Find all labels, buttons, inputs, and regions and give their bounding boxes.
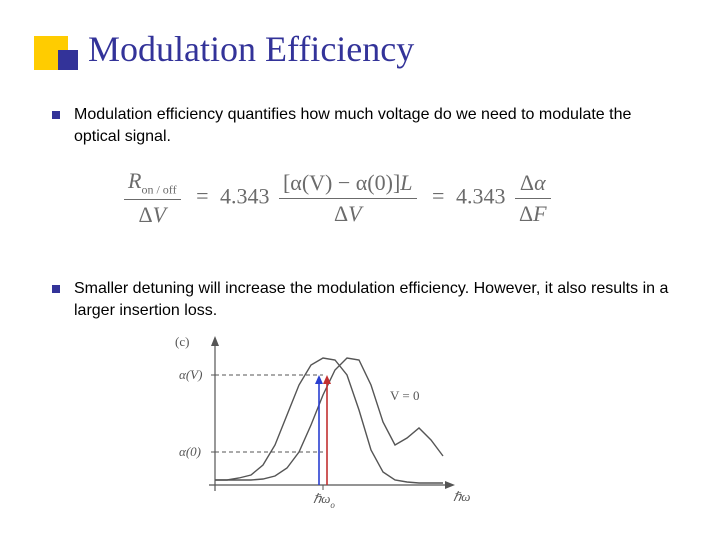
- eq-rhs-num-delta: Δ: [520, 170, 534, 195]
- bullet-marker: [52, 285, 60, 293]
- eq-sign-2: =: [432, 183, 444, 208]
- eq-lhs-num-sub: on / off: [141, 182, 176, 196]
- eq-mid-frac: [α(V) − α(0)]L ΔV: [279, 170, 417, 227]
- eq-rhs-frac: Δα ΔF: [515, 170, 551, 227]
- svg-text:α(0): α(0): [179, 444, 201, 459]
- eq-sign-1: =: [196, 183, 208, 208]
- svg-text:V = 0: V = 0: [390, 388, 420, 403]
- eq-lhs-frac: Ron / off ΔV: [124, 168, 181, 228]
- slide-title: Modulation Efficiency: [88, 28, 414, 70]
- title-accent: [34, 36, 78, 80]
- eq-lhs-den-delta: Δ: [138, 202, 152, 227]
- eq-const-2: 4.343: [456, 183, 506, 208]
- eq-mid-den-V: V: [348, 201, 361, 226]
- bullet-2: Smaller detuning will increase the modul…: [52, 278, 672, 321]
- svg-text:ℏω: ℏω: [453, 489, 470, 504]
- slide: Modulation Efficiency Modulation efficie…: [0, 0, 720, 540]
- absorption-graph: (c) α(V) α(0) ℏωo ℏω V = 0: [175, 330, 475, 520]
- eq-rhs-num-alpha: α: [534, 170, 546, 195]
- bullet-2-text: Smaller detuning will increase the modul…: [74, 278, 672, 321]
- graph-svg: (c) α(V) α(0) ℏωo ℏω V = 0: [175, 330, 475, 520]
- eq-mid-den-delta: Δ: [334, 201, 348, 226]
- eq-rhs-den-delta: Δ: [519, 201, 533, 226]
- eq-mid-num-L: L: [400, 170, 412, 195]
- eq-lhs-num-R: R: [128, 168, 141, 193]
- equation: Ron / off ΔV = 4.343 [α(V) − α(0)]L ΔV =…: [120, 168, 640, 242]
- eq-const-1: 4.343: [220, 183, 270, 208]
- eq-mid-num-bracket: [α(V) − α(0)]: [283, 170, 400, 195]
- svg-text:α(V): α(V): [179, 367, 202, 382]
- svg-text:(c): (c): [175, 334, 189, 349]
- eq-lhs-den-V: V: [153, 202, 166, 227]
- bullet-1: Modulation efficiency quantifies how muc…: [52, 104, 672, 147]
- eq-rhs-den-F: F: [533, 201, 546, 226]
- svg-text:ℏωo: ℏωo: [313, 491, 335, 510]
- bullet-marker: [52, 111, 60, 119]
- bullet-1-text: Modulation efficiency quantifies how muc…: [74, 104, 672, 147]
- accent-blue-square: [58, 50, 78, 70]
